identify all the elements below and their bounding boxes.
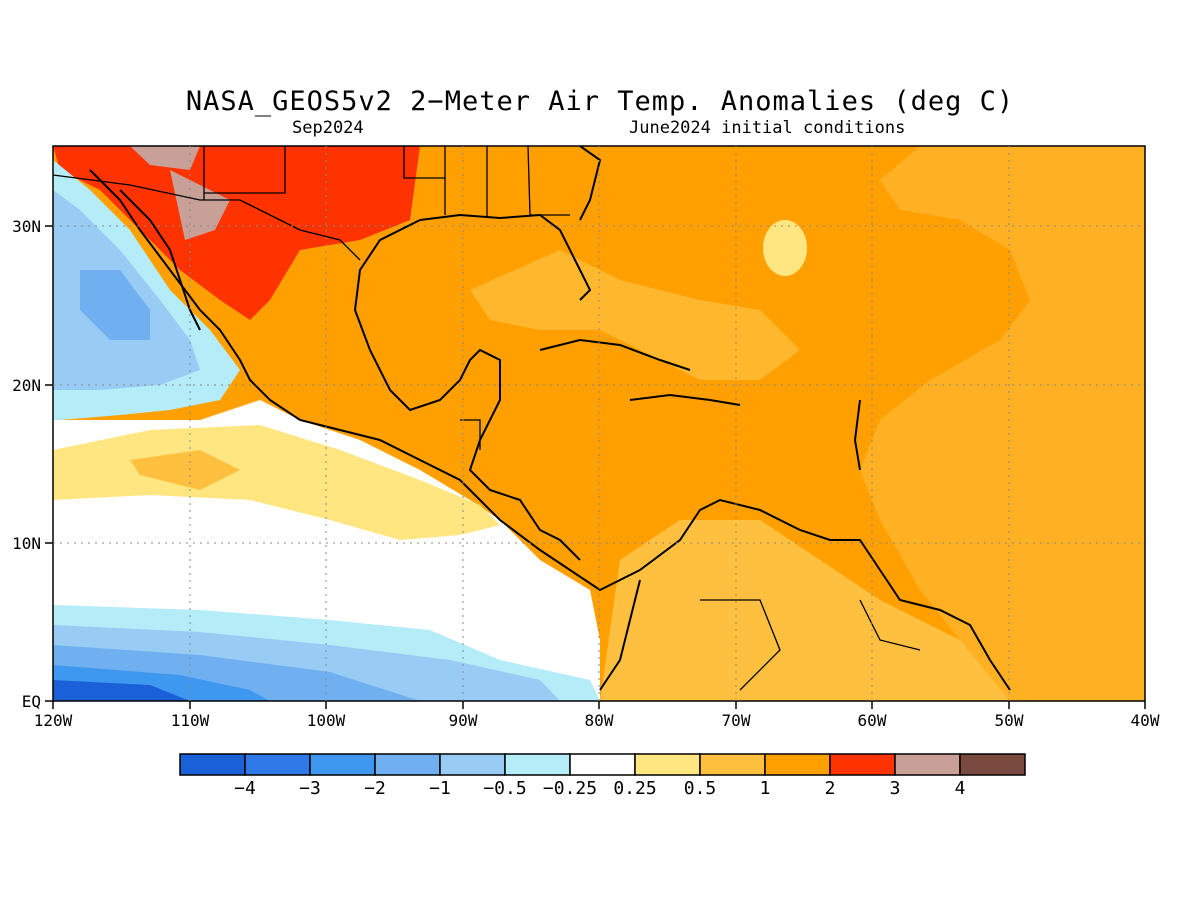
field-spot-05 bbox=[763, 220, 807, 276]
lon-label: 90W bbox=[449, 711, 478, 730]
colorbar-label: 1 bbox=[760, 778, 771, 799]
colorbar-swatch bbox=[504, 753, 571, 776]
colorbar: −4 −3 −2 −1 −0.5 −0.25 0.25 0.5 1 2 3 4 bbox=[179, 753, 1026, 799]
colorbar-swatch bbox=[309, 753, 376, 776]
lon-label: 100W bbox=[307, 711, 346, 730]
colorbar-swatch bbox=[829, 753, 896, 776]
lat-label: EQ bbox=[22, 692, 41, 711]
colorbar-label: 3 bbox=[890, 778, 901, 799]
colorbar-label: 0.25 bbox=[613, 778, 656, 799]
field-pac-1 bbox=[130, 450, 240, 490]
lat-labels: EQ 10N 20N 30N bbox=[12, 217, 41, 711]
lat-label: 10N bbox=[12, 534, 41, 553]
colorbar-label: 4 bbox=[955, 778, 966, 799]
colorbar-swatch bbox=[959, 753, 1026, 776]
lon-label: 120W bbox=[34, 711, 73, 730]
field-sw-3c bbox=[53, 146, 420, 320]
lat-label: 30N bbox=[12, 217, 41, 236]
field-sw-4c-b bbox=[170, 170, 230, 240]
anomaly-field bbox=[53, 146, 1145, 701]
field-sa-1c bbox=[600, 520, 1010, 701]
field-atlantic-1c bbox=[860, 146, 1145, 701]
forecast-month: Sep2024 bbox=[292, 118, 364, 138]
colorbar-swatch bbox=[764, 753, 831, 776]
colorbar-swatch bbox=[179, 753, 246, 776]
colorbar-label: −1 bbox=[429, 778, 451, 799]
colorbar-swatch bbox=[894, 753, 961, 776]
lon-label: 50W bbox=[995, 711, 1024, 730]
lon-labels: 120W 110W 100W 90W 80W 70W 60W 50W 40W bbox=[34, 711, 1160, 730]
coastlines bbox=[89, 146, 1011, 691]
lat-label: 20N bbox=[12, 376, 41, 395]
lon-label: 110W bbox=[171, 711, 210, 730]
field-eq-3 bbox=[53, 680, 190, 701]
colorbar-label: 0.5 bbox=[684, 778, 717, 799]
colorbar-swatch bbox=[569, 753, 636, 776]
field-pac-05 bbox=[53, 425, 500, 540]
lon-label: 70W bbox=[722, 711, 751, 730]
lon-label: 40W bbox=[1131, 711, 1160, 730]
field-caribbean-1c bbox=[470, 250, 800, 380]
lon-label: 80W bbox=[585, 711, 614, 730]
initial-conditions: June2024 initial conditions bbox=[629, 118, 906, 138]
map-title: NASA_GEOS5v2 2−Meter Air Temp. Anomalies… bbox=[185, 86, 1015, 117]
borders bbox=[52, 145, 921, 691]
colorbar-label: −3 bbox=[299, 778, 321, 799]
colorbar-swatch bbox=[374, 753, 441, 776]
colorbar-swatch bbox=[699, 753, 766, 776]
colorbar-label: −0.5 bbox=[483, 778, 526, 799]
colorbar-swatch bbox=[634, 753, 701, 776]
field-sw-4c bbox=[130, 146, 200, 170]
graticule bbox=[53, 146, 1145, 701]
colorbar-label: −0.25 bbox=[543, 778, 597, 799]
colorbar-label: 2 bbox=[825, 778, 836, 799]
colorbar-swatch bbox=[244, 753, 311, 776]
field-pac-cool-1 bbox=[80, 270, 150, 340]
colorbar-swatch bbox=[439, 753, 506, 776]
colorbar-label: −4 bbox=[234, 778, 256, 799]
lon-label: 60W bbox=[858, 711, 887, 730]
axis-ticks bbox=[45, 225, 1146, 709]
colorbar-label: −2 bbox=[364, 778, 386, 799]
